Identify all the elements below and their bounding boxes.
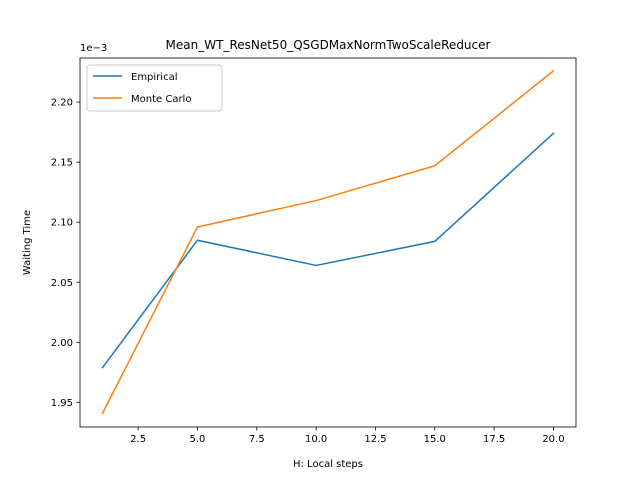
chart-title: Mean_WT_ResNet50_QSGDMaxNormTwoScaleRedu… bbox=[166, 38, 491, 52]
x-tick-label: 20.0 bbox=[542, 434, 564, 445]
y-axis-label: Waiting Time bbox=[22, 210, 33, 275]
y-tick-label: 2.10 bbox=[51, 218, 73, 229]
y-axis-ticks: 1.95 2.00 2.05 2.10 2.15 2.20 bbox=[51, 98, 80, 409]
y-tick-label: 1.95 bbox=[51, 398, 73, 409]
x-axis-label: H: Local steps bbox=[293, 459, 363, 470]
legend-label-monte-carlo: Monte Carlo bbox=[131, 94, 191, 105]
series-layer bbox=[101, 69, 555, 415]
y-axis-offset-text: 1e−3 bbox=[80, 43, 107, 54]
x-tick-label: 10.0 bbox=[305, 434, 327, 445]
y-tick-label: 2.15 bbox=[51, 158, 73, 169]
x-tick-label: 5.0 bbox=[190, 434, 206, 445]
x-tick-label: 2.5 bbox=[130, 434, 146, 445]
series-line-monte-carlo bbox=[101, 69, 555, 415]
x-tick-label: 15.0 bbox=[424, 434, 446, 445]
y-tick-label: 2.05 bbox=[51, 278, 73, 289]
x-tick-label: 7.5 bbox=[249, 434, 265, 445]
plot-frame bbox=[79, 57, 577, 428]
x-axis-ticks: 2.5 5.0 7.5 10.0 12.5 15.0 17.5 20.0 bbox=[130, 427, 565, 445]
y-tick-label: 2.20 bbox=[51, 98, 73, 109]
legend-label-empirical: Empirical bbox=[131, 72, 177, 83]
x-tick-label: 12.5 bbox=[364, 434, 386, 445]
series-line-empirical bbox=[101, 132, 555, 369]
x-tick-label: 17.5 bbox=[483, 434, 505, 445]
legend: Empirical Monte Carlo bbox=[86, 64, 223, 112]
y-tick-label: 2.00 bbox=[51, 338, 73, 349]
